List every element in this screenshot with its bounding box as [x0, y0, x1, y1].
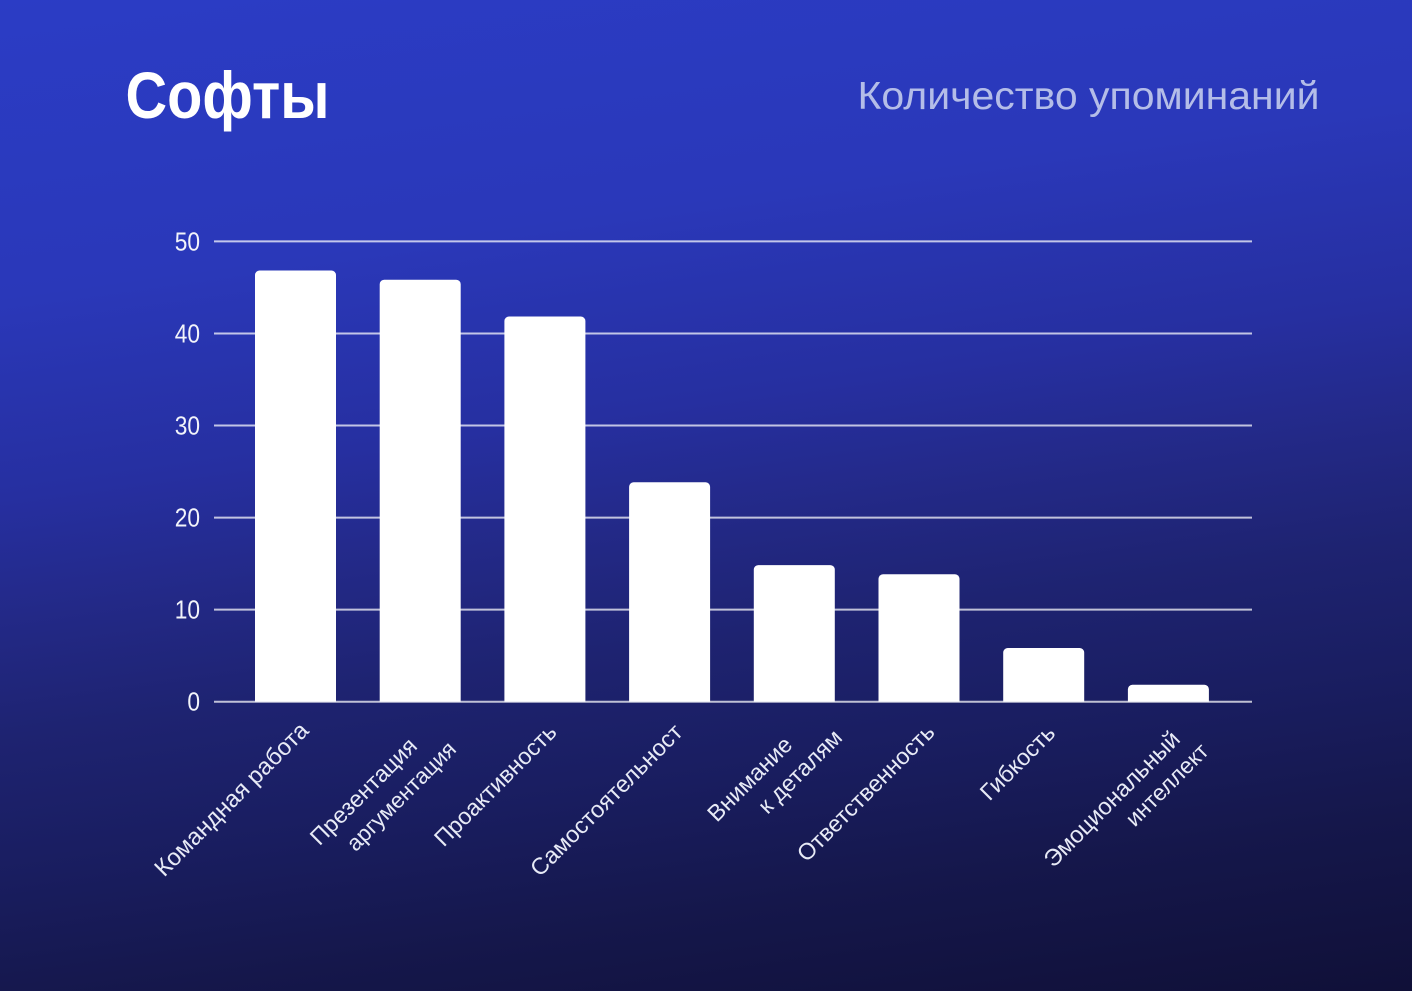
svg-text:30: 30: [175, 410, 200, 440]
svg-text:10: 10: [175, 595, 200, 625]
svg-text:40: 40: [175, 318, 200, 348]
svg-text:Софты: Софты: [126, 58, 330, 132]
svg-text:0: 0: [187, 687, 200, 717]
svg-text:Проактивность: Проактивность: [429, 719, 562, 852]
svg-text:Гибкость: Гибкость: [975, 720, 1061, 806]
svg-text:20: 20: [175, 503, 200, 533]
svg-text:50: 50: [175, 226, 200, 256]
svg-text:Количество упоминаний: Количество упоминаний: [858, 75, 1320, 118]
svg-text:Командная работа: Командная работа: [149, 717, 314, 882]
